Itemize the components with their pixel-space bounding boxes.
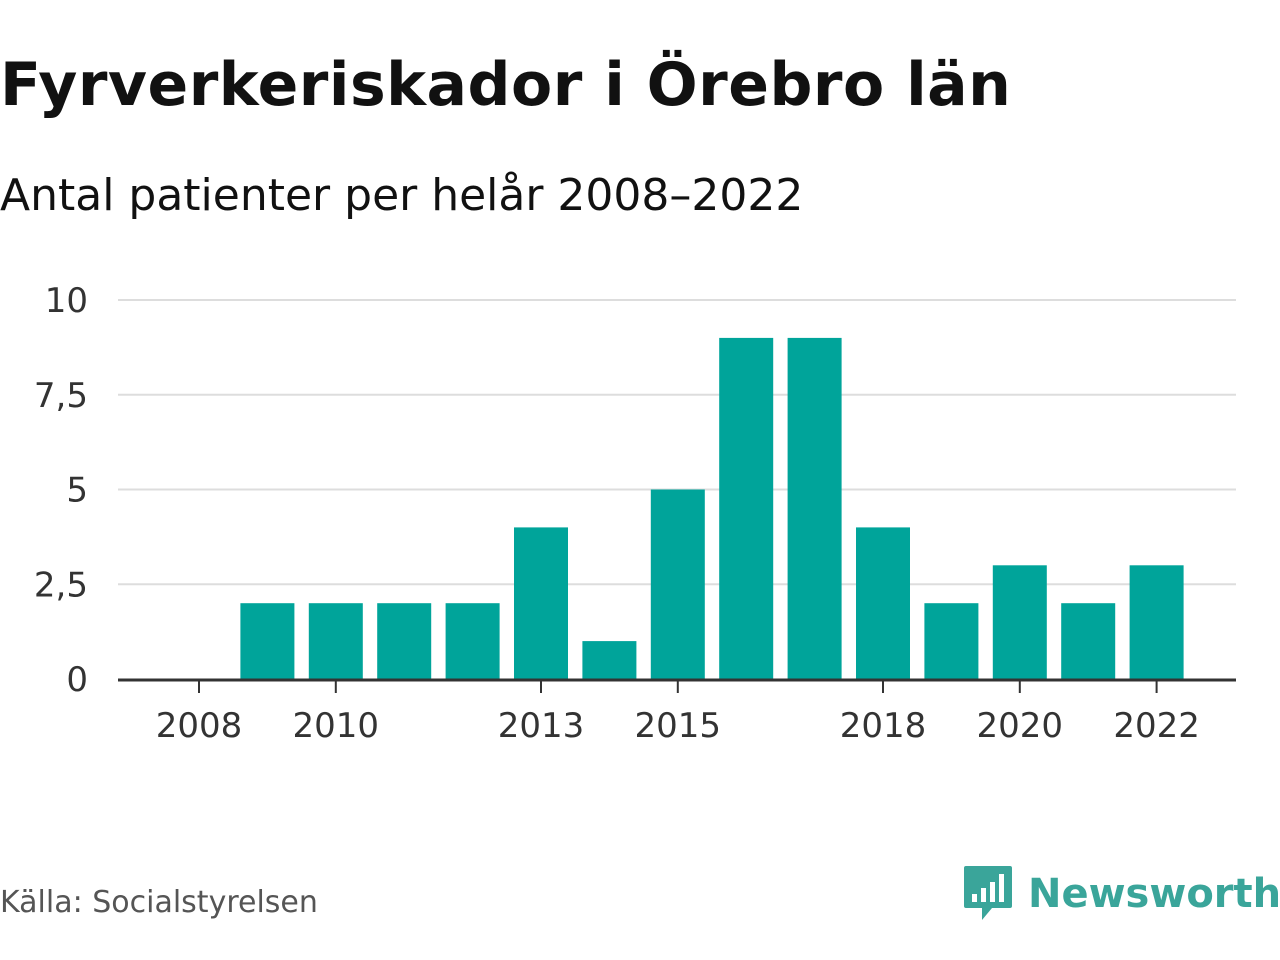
bar-2017 <box>787 337 842 679</box>
bars <box>240 337 1184 679</box>
source-note: Källa: Socialstyrelsen <box>0 885 318 920</box>
bar-2010 <box>308 603 363 679</box>
brand-name: Newsworthy <box>1028 871 1280 917</box>
brand-logo: Newsworthy <box>962 864 1280 924</box>
x-tick-label: 2013 <box>498 706 585 746</box>
bar-2016 <box>719 337 774 679</box>
bar-2021 <box>1061 603 1116 679</box>
x-axis-ticks: 2008 2010 2013 2015 2018 2020 2022 <box>156 681 1200 746</box>
bar-2013 <box>514 527 568 679</box>
chart-title: Fyrverkeriskador i Örebro län <box>0 50 1012 120</box>
bar-2018 <box>856 527 910 679</box>
x-tick-label: 2022 <box>1113 706 1200 746</box>
bar-2014 <box>582 641 637 679</box>
newsworthy-logo-icon <box>964 866 1012 920</box>
y-tick-label: 0 <box>66 660 88 700</box>
y-tick-label: 10 <box>45 281 88 321</box>
x-tick-label: 2015 <box>635 706 722 746</box>
bar-2012 <box>445 603 500 679</box>
x-tick-label: 2018 <box>840 706 927 746</box>
y-tick-label: 7,5 <box>34 376 88 416</box>
y-axis-labels: 0 2,5 5 7,5 10 <box>34 281 88 700</box>
x-tick-label: 2008 <box>156 706 243 746</box>
bar-2019 <box>924 603 979 679</box>
x-tick-label: 2020 <box>977 706 1064 746</box>
bar-2009 <box>240 603 295 679</box>
bar-2015 <box>650 489 705 679</box>
bar-2020 <box>992 565 1047 679</box>
chart-subtitle: Antal patienter per helår 2008–2022 <box>0 170 804 221</box>
y-tick-label: 2,5 <box>34 565 88 605</box>
x-tick-label: 2010 <box>293 706 380 746</box>
bar-2022 <box>1129 565 1184 679</box>
y-tick-label: 5 <box>66 471 88 511</box>
bar-2011 <box>377 603 432 679</box>
